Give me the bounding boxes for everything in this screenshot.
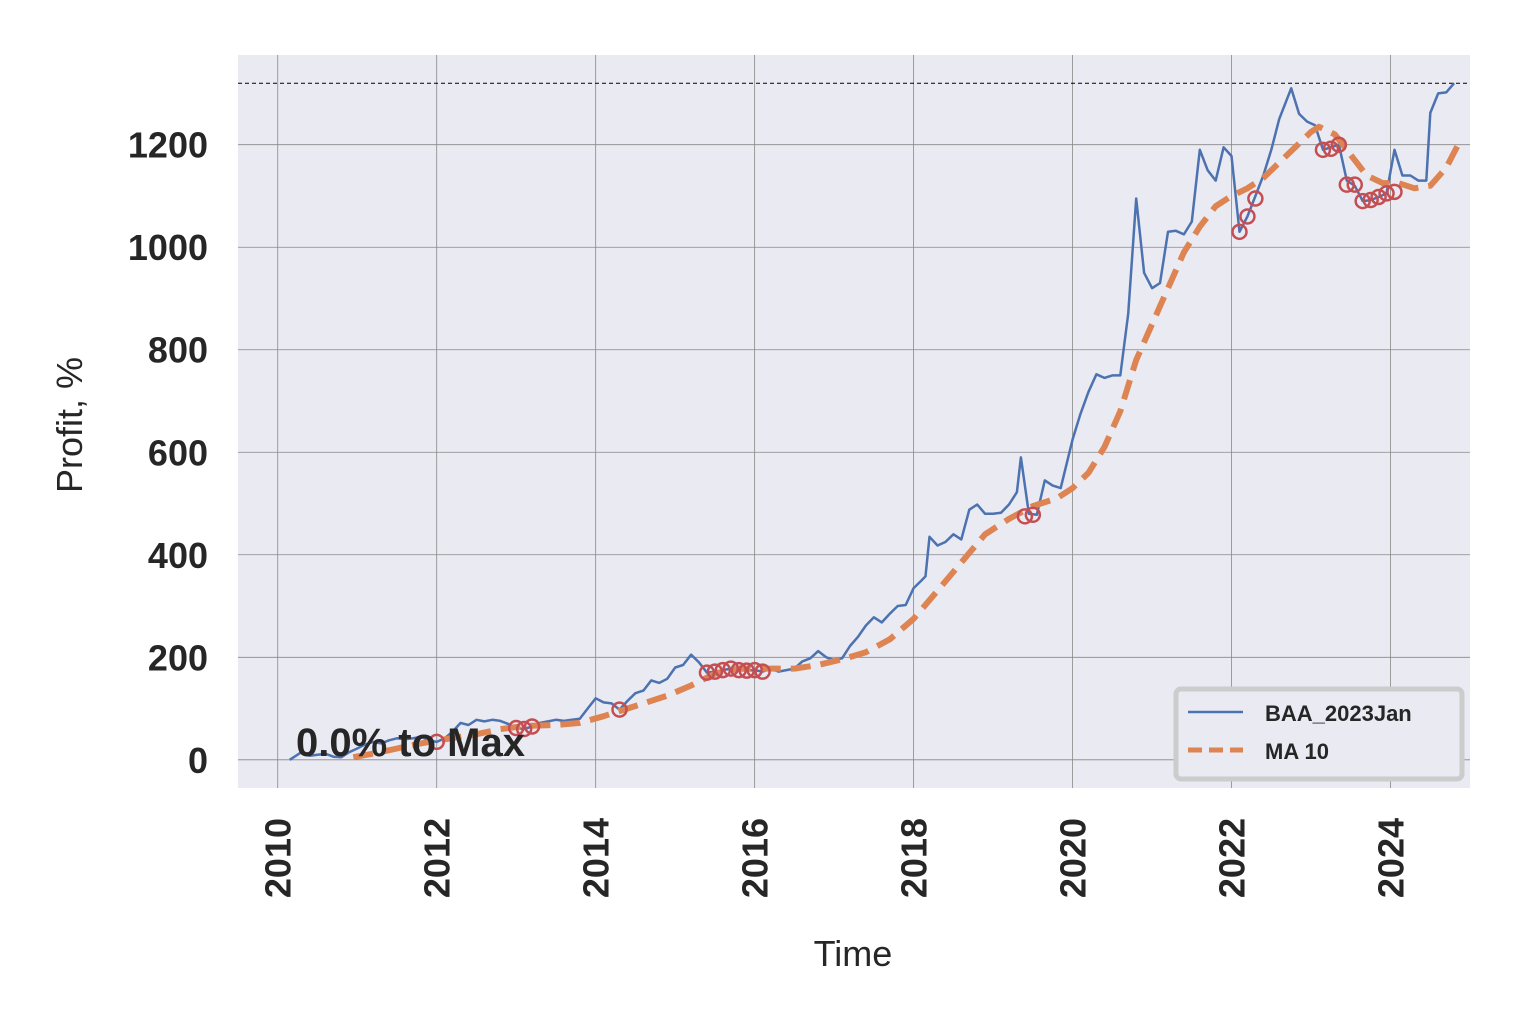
drawdown-marker — [714, 661, 732, 679]
drawdown-marker — [722, 660, 740, 677]
drawdown-marker — [611, 701, 628, 718]
plot-background — [238, 55, 1470, 788]
x-tick-label: 2024 — [1371, 818, 1412, 898]
grid-lines — [238, 55, 1470, 788]
drawdown-marker — [1346, 176, 1363, 193]
drawdown-marker — [523, 718, 541, 735]
drawdown-marker — [1322, 140, 1340, 158]
drawdown-marker — [1386, 183, 1403, 201]
y-tick-label: 800 — [148, 330, 208, 371]
drawdown-marker — [1024, 506, 1042, 524]
drawdown-marker — [1362, 191, 1379, 209]
y-tick-labels: 0 200 400 600 800 1000 1200 — [128, 125, 208, 781]
drawdown-marker — [428, 733, 445, 751]
drawdown-marker — [1330, 136, 1348, 153]
x-tick-label: 2014 — [576, 818, 617, 898]
y-tick-label: 400 — [148, 535, 208, 576]
x-tick-label: 2018 — [894, 818, 935, 898]
y-tick-label: 1000 — [128, 227, 208, 268]
y-tick-label: 1200 — [128, 125, 208, 166]
x-tick-label: 2016 — [735, 818, 776, 898]
drawdown-marker — [1314, 141, 1332, 159]
drawdown-marker — [698, 664, 716, 681]
drawdown-marker — [1239, 208, 1256, 225]
drawdown-marker — [730, 661, 747, 679]
series-layer — [289, 82, 1461, 761]
x-tick-label: 2020 — [1053, 818, 1094, 898]
y-tick-label: 600 — [148, 432, 208, 473]
x-tick-label: 2022 — [1212, 818, 1253, 898]
series-line-ma10 — [352, 123, 1461, 761]
y-tick-label: 0 — [188, 740, 208, 781]
drawdown-marker — [1247, 190, 1264, 207]
x-axis-label: Time — [814, 933, 893, 974]
drawdown-marker — [738, 662, 755, 679]
legend-box — [1173, 686, 1465, 782]
drawdown-marker — [1354, 192, 1371, 210]
drawdown-marker — [1370, 188, 1387, 206]
drawdown-marker — [706, 663, 724, 680]
x-tick-label: 2012 — [417, 818, 458, 898]
max-annotation: 0.0% to Max — [296, 721, 525, 765]
drawdown-marker — [1231, 223, 1248, 241]
drawdown-marker — [746, 661, 763, 679]
marker-layer — [428, 136, 1403, 751]
drawdown-marker — [1016, 508, 1034, 525]
drawdown-marker — [515, 720, 533, 738]
drawdown-marker — [1338, 176, 1356, 193]
legend-label-baa: BAA_2023Jan — [1265, 701, 1412, 726]
drawdown-marker — [1378, 185, 1395, 202]
y-axis-label: Profit, % — [49, 357, 90, 493]
series-line-baa — [289, 82, 1456, 761]
legend: BAA_2023Jan MA 10 — [1173, 686, 1465, 782]
x-tick-label: 2010 — [258, 818, 299, 898]
x-tick-labels: 2010 2012 2014 2016 2018 2020 2022 2024 — [258, 818, 1412, 898]
drawdown-marker — [507, 719, 525, 737]
drawdown-marker — [754, 663, 771, 680]
legend-label-ma: MA 10 — [1265, 739, 1329, 764]
y-tick-label: 200 — [148, 637, 208, 678]
